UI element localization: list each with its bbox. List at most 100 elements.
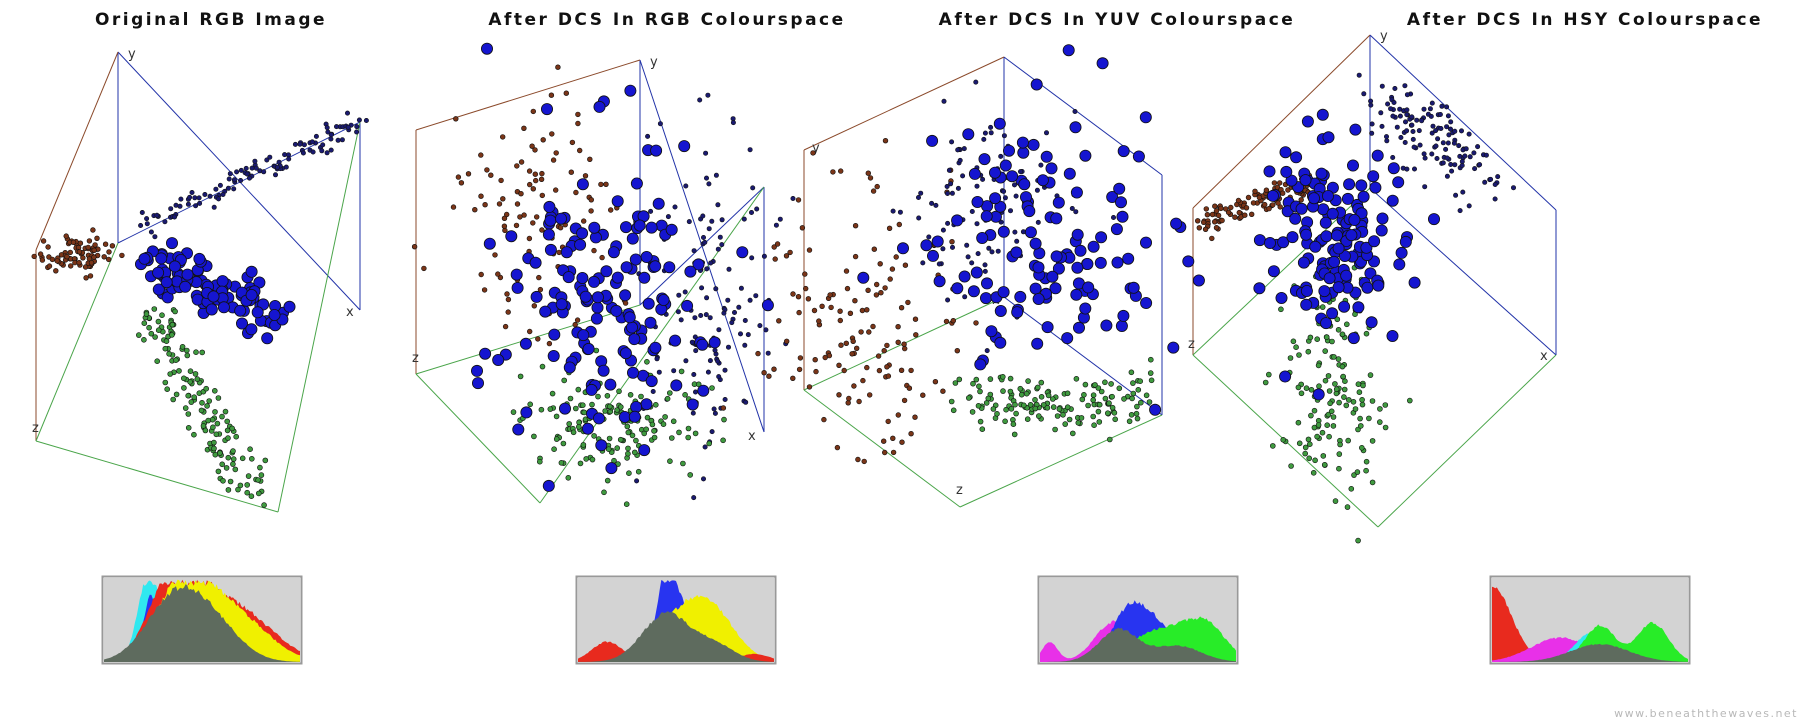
data-point-green	[1070, 430, 1076, 437]
data-point-green	[709, 385, 715, 391]
data-point-green	[651, 428, 657, 434]
data-point-green	[1382, 424, 1389, 431]
data-point-green	[1322, 348, 1328, 354]
data-point-blue	[1111, 256, 1124, 269]
data-point-blue	[1338, 300, 1351, 313]
data-point-green	[1333, 386, 1340, 393]
data-point-blue	[638, 271, 651, 284]
data-point-darkblue	[187, 194, 193, 200]
data-point-darkblue	[253, 165, 259, 171]
data-point-green	[670, 418, 677, 425]
data-point-blue	[1071, 261, 1084, 274]
data-point-darkblue	[961, 146, 967, 152]
data-point-green	[651, 434, 658, 441]
data-point-green	[1096, 419, 1103, 425]
data-point-darkblue	[227, 171, 233, 177]
data-point-red	[501, 215, 508, 222]
data-point-red	[772, 256, 778, 262]
histogram-channel-gray	[1492, 643, 1688, 662]
box-edge	[803, 389, 961, 508]
data-point-blue	[669, 334, 682, 347]
box-edge	[1369, 34, 1557, 211]
data-point-blue	[978, 153, 991, 166]
data-point-green	[148, 330, 155, 337]
data-point-green	[215, 468, 222, 475]
data-point-blue	[1253, 282, 1266, 295]
histogram-channel-gray	[104, 584, 300, 662]
data-point-blue	[1082, 281, 1095, 294]
data-point-red	[526, 181, 533, 188]
data-point-green	[1085, 402, 1091, 409]
data-point-red	[37, 251, 44, 257]
data-point-blue	[588, 275, 601, 288]
data-point-blue	[736, 246, 749, 259]
data-point-red	[837, 168, 844, 174]
data-point-darkblue	[929, 200, 935, 206]
data-point-green	[173, 391, 180, 398]
data-point-green	[206, 398, 212, 404]
data-point-darkblue	[965, 254, 971, 260]
data-point-blue	[542, 479, 555, 492]
data-point-red	[492, 252, 498, 258]
data-point-blue	[997, 225, 1010, 238]
data-point-red	[455, 174, 462, 180]
data-point-darkblue	[741, 216, 747, 222]
data-point-blue	[1074, 244, 1087, 257]
data-point-blue	[548, 328, 561, 341]
data-point-red	[526, 168, 533, 174]
data-point-darkblue	[980, 176, 986, 182]
data-point-blue	[1014, 290, 1027, 303]
data-point-darkblue	[1488, 176, 1494, 182]
data-point-blue	[1032, 292, 1045, 305]
data-point-darkblue	[1440, 160, 1446, 166]
data-point-darkblue	[1404, 166, 1410, 172]
data-point-darkblue	[982, 268, 988, 274]
data-point-green	[604, 392, 611, 399]
data-point-darkblue	[657, 121, 663, 127]
data-point-red	[1256, 194, 1263, 201]
data-point-blue	[1319, 216, 1332, 229]
data-point-darkblue	[1452, 162, 1458, 168]
data-point-darkblue	[916, 215, 922, 221]
data-point-green	[136, 332, 142, 338]
data-point-green	[261, 502, 267, 508]
data-point-red	[532, 177, 539, 184]
data-point-red	[1228, 204, 1234, 211]
data-point-blue	[1332, 281, 1345, 294]
data-point-green	[1096, 401, 1103, 408]
data-point-red	[881, 348, 887, 354]
data-point-blue	[644, 316, 657, 329]
data-point-green	[567, 395, 574, 402]
data-point-green	[173, 357, 179, 364]
data-point-darkblue	[703, 312, 709, 318]
data-point-darkblue	[989, 249, 995, 255]
data-point-darkblue	[328, 132, 334, 138]
data-point-blue	[581, 422, 594, 435]
data-point-red	[1252, 188, 1258, 195]
data-point-darkblue	[918, 190, 924, 196]
data-point-blue	[519, 337, 532, 350]
data-point-red	[572, 321, 578, 328]
data-point-darkblue	[761, 253, 767, 259]
data-point-darkblue	[955, 147, 961, 153]
data-point-green	[1262, 379, 1269, 386]
data-point-green	[1002, 418, 1008, 425]
data-point-green	[1147, 370, 1154, 376]
data-point-darkblue	[1012, 229, 1018, 235]
data-point-green	[1013, 410, 1019, 417]
data-point-red	[895, 324, 901, 330]
data-point-blue	[1063, 167, 1076, 180]
data-point-green	[531, 433, 537, 440]
data-point-blue	[1266, 189, 1279, 202]
data-point-green	[1354, 469, 1361, 475]
data-point-red	[905, 299, 911, 306]
data-point-green	[549, 390, 556, 397]
histogram-4	[1489, 575, 1691, 665]
data-point-green	[977, 418, 984, 425]
data-point-blue	[1096, 57, 1109, 70]
data-point-green	[1302, 444, 1309, 451]
data-point-green	[167, 371, 173, 377]
data-point-red	[821, 416, 827, 423]
data-point-blue	[989, 192, 1002, 205]
data-point-darkblue	[1391, 100, 1397, 106]
